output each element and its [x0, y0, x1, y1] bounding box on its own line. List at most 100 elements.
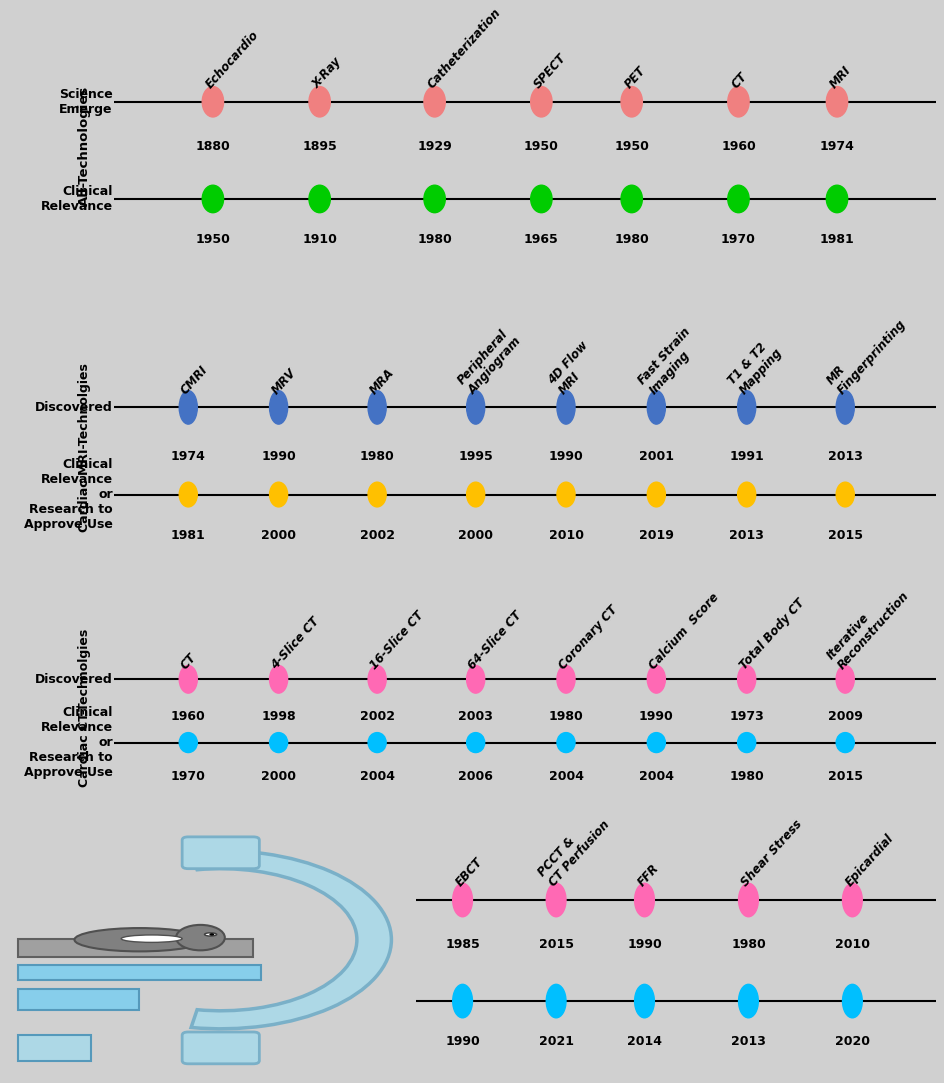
Ellipse shape: [424, 87, 445, 117]
Text: 2010: 2010: [548, 529, 582, 542]
Ellipse shape: [309, 185, 330, 212]
Text: 1950: 1950: [523, 140, 558, 153]
Text: 1995: 1995: [458, 449, 493, 462]
Text: 2000: 2000: [458, 529, 493, 542]
Ellipse shape: [269, 666, 287, 693]
Ellipse shape: [727, 87, 749, 117]
Ellipse shape: [825, 87, 847, 117]
Text: 4D Flow
MRI: 4D Flow MRI: [545, 339, 600, 396]
Text: 2013: 2013: [731, 1034, 765, 1047]
Ellipse shape: [466, 482, 484, 507]
FancyBboxPatch shape: [18, 1035, 91, 1060]
Ellipse shape: [738, 884, 757, 916]
Ellipse shape: [634, 984, 653, 1018]
Ellipse shape: [531, 185, 551, 212]
Ellipse shape: [424, 185, 445, 212]
Text: 16-Slice CT: 16-Slice CT: [367, 609, 426, 671]
Text: 2019: 2019: [638, 529, 673, 542]
Text: All-Technologies: All-Technologies: [77, 86, 91, 207]
Text: MRV: MRV: [269, 366, 298, 396]
Text: Epicardial: Epicardial: [842, 832, 895, 889]
Ellipse shape: [466, 732, 484, 753]
Text: 2000: 2000: [261, 770, 295, 783]
Text: Shear Stress: Shear Stress: [738, 818, 804, 889]
Ellipse shape: [842, 984, 861, 1018]
Ellipse shape: [269, 391, 287, 425]
Ellipse shape: [179, 482, 197, 507]
Text: 1980: 1980: [614, 233, 649, 246]
FancyBboxPatch shape: [18, 939, 253, 956]
Ellipse shape: [825, 185, 847, 212]
Ellipse shape: [647, 732, 665, 753]
FancyBboxPatch shape: [182, 837, 259, 869]
Ellipse shape: [737, 391, 755, 425]
Text: 1960: 1960: [171, 710, 206, 723]
Ellipse shape: [546, 884, 565, 916]
Text: Coronary CT: Coronary CT: [556, 603, 619, 671]
Text: X-Ray: X-Ray: [310, 55, 344, 91]
Text: 1990: 1990: [638, 710, 673, 723]
Ellipse shape: [647, 391, 665, 425]
Text: 1974: 1974: [818, 140, 853, 153]
Ellipse shape: [269, 732, 287, 753]
Ellipse shape: [647, 482, 665, 507]
Text: 2003: 2003: [458, 710, 493, 723]
Text: Discovered: Discovered: [35, 673, 112, 686]
Text: 4-Slice CT: 4-Slice CT: [269, 614, 322, 671]
Text: 2013: 2013: [827, 449, 862, 462]
Ellipse shape: [556, 482, 575, 507]
Ellipse shape: [452, 984, 472, 1018]
Ellipse shape: [179, 666, 197, 693]
Ellipse shape: [647, 666, 665, 693]
Text: CT: CT: [178, 651, 199, 671]
Text: FFR: FFR: [634, 862, 661, 889]
Ellipse shape: [835, 391, 853, 425]
Text: Cardiac MRI-Technolgies: Cardiac MRI-Technolgies: [77, 363, 91, 532]
Ellipse shape: [269, 482, 287, 507]
Ellipse shape: [202, 185, 224, 212]
Text: Clinical
Relevance
or
Research to
Approve Use: Clinical Relevance or Research to Approv…: [24, 458, 112, 531]
Text: 1981: 1981: [171, 529, 206, 542]
Text: CT: CT: [728, 70, 749, 91]
Text: Fast Strain
Imaging: Fast Strain Imaging: [635, 325, 703, 396]
Text: PET: PET: [621, 64, 648, 91]
FancyBboxPatch shape: [18, 989, 140, 1009]
Ellipse shape: [466, 666, 484, 693]
Ellipse shape: [546, 984, 565, 1018]
Ellipse shape: [202, 87, 224, 117]
Text: 1970: 1970: [171, 770, 206, 783]
Ellipse shape: [368, 732, 386, 753]
Circle shape: [176, 925, 225, 951]
Ellipse shape: [556, 732, 575, 753]
Ellipse shape: [556, 391, 575, 425]
Text: 1985: 1985: [445, 938, 480, 951]
Text: 1880: 1880: [195, 140, 230, 153]
Text: PCCT &
CT Perfusion: PCCT & CT Perfusion: [534, 808, 612, 889]
Ellipse shape: [531, 87, 551, 117]
Text: 1929: 1929: [417, 140, 451, 153]
Text: 2001: 2001: [638, 449, 673, 462]
Text: 1980: 1980: [548, 710, 582, 723]
Text: EBCT: EBCT: [452, 856, 484, 889]
Text: Science
Emerge: Science Emerge: [59, 88, 112, 116]
Ellipse shape: [835, 666, 853, 693]
Text: 1998: 1998: [261, 710, 295, 723]
Text: 2014: 2014: [626, 1034, 662, 1047]
Ellipse shape: [368, 482, 386, 507]
FancyBboxPatch shape: [18, 965, 261, 980]
Text: MRI: MRI: [826, 64, 853, 91]
Ellipse shape: [75, 928, 204, 951]
Text: 64-Slice CT: 64-Slice CT: [465, 609, 524, 671]
Text: 1970: 1970: [720, 233, 755, 246]
FancyBboxPatch shape: [182, 1032, 259, 1064]
Text: 2000: 2000: [261, 529, 295, 542]
Text: Iterative
Reconstruction: Iterative Reconstruction: [823, 578, 911, 671]
Text: MRA: MRA: [367, 366, 396, 396]
Text: Cardiac CT-Technolgies: Cardiac CT-Technolgies: [77, 629, 91, 787]
Ellipse shape: [179, 391, 197, 425]
Text: Catheterization: Catheterization: [425, 6, 503, 91]
Text: Clinical
Relevance
or
Research to
Approve Use: Clinical Relevance or Research to Approv…: [24, 706, 112, 779]
Text: Clinical
Relevance: Clinical Relevance: [41, 185, 112, 213]
Text: 2013: 2013: [729, 529, 764, 542]
Text: 2021: 2021: [538, 1034, 573, 1047]
